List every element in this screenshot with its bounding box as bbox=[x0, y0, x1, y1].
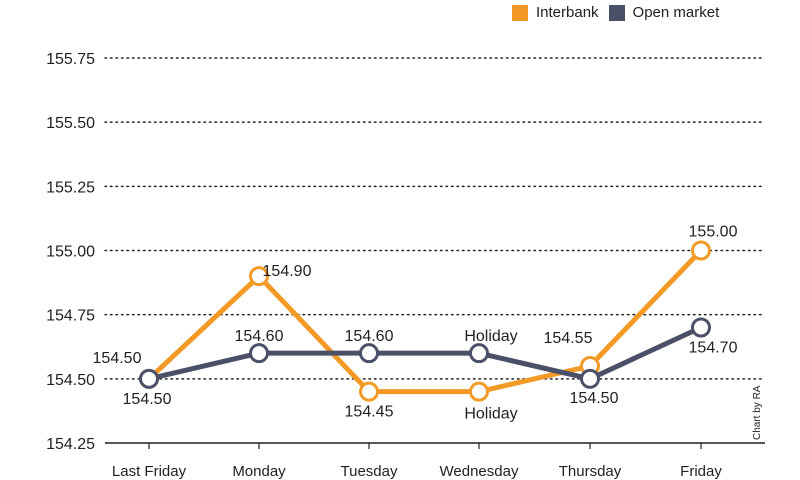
x-tick-label: Last Friday bbox=[112, 463, 187, 480]
data-point-interbank bbox=[691, 240, 711, 261]
legend-label-interbank: Interbank bbox=[536, 4, 599, 21]
data-point-open-market bbox=[359, 343, 379, 364]
data-label-open-market: 154.60 bbox=[345, 328, 394, 345]
y-tick-label: 155.50 bbox=[46, 115, 95, 132]
data-label-interbank: 154.45 bbox=[345, 404, 394, 421]
chart-credit: Chart by RA bbox=[752, 385, 763, 440]
y-tick-label: 155.25 bbox=[46, 179, 95, 196]
x-tick-label: Thursday bbox=[559, 463, 622, 480]
x-tick-label: Tuesday bbox=[341, 463, 398, 480]
data-label-interbank: 154.55 bbox=[544, 330, 593, 347]
data-point-interbank bbox=[249, 266, 269, 287]
y-tick-label: 155.00 bbox=[46, 244, 95, 261]
series-line-interbank bbox=[146, 248, 704, 395]
legend-swatch-open-market bbox=[608, 4, 625, 21]
data-point-open-market bbox=[139, 368, 159, 389]
data-point-open-market bbox=[249, 343, 269, 364]
y-tick-label: 155.75 bbox=[46, 51, 95, 68]
data-label-interbank: Holiday bbox=[464, 406, 517, 423]
data-label-interbank: 154.90 bbox=[263, 263, 312, 280]
legend-item-interbank: Interbank bbox=[512, 4, 599, 21]
data-label-interbank: 154.50 bbox=[93, 350, 142, 367]
data-point-interbank bbox=[469, 381, 489, 402]
legend-item-open-market: Open market bbox=[608, 4, 720, 21]
legend: Interbank Open market bbox=[512, 4, 729, 21]
data-label-open-market: Holiday bbox=[464, 328, 517, 345]
legend-label-open-market: Open market bbox=[632, 4, 720, 21]
legend-swatch-interbank bbox=[512, 4, 528, 21]
x-tick-label: Monday bbox=[232, 463, 286, 480]
data-label-open-market: 154.50 bbox=[123, 391, 172, 408]
series-line-open-market bbox=[146, 325, 704, 382]
y-tick-label: 154.75 bbox=[46, 308, 95, 325]
data-point-open-market bbox=[580, 368, 600, 389]
y-tick-label: 154.50 bbox=[46, 372, 95, 389]
data-label-open-market: 154.50 bbox=[570, 390, 619, 407]
data-point-open-market bbox=[691, 317, 711, 338]
x-tick-label: Friday bbox=[680, 463, 722, 480]
data-label-open-market: 154.70 bbox=[689, 340, 738, 357]
data-label-open-market: 154.60 bbox=[235, 328, 284, 345]
data-point-open-market bbox=[469, 343, 489, 364]
y-tick-label: 154.25 bbox=[46, 436, 95, 453]
data-label-interbank: 155.00 bbox=[689, 224, 738, 241]
x-tick-label: Wednesday bbox=[440, 463, 519, 480]
data-point-interbank bbox=[359, 381, 379, 402]
